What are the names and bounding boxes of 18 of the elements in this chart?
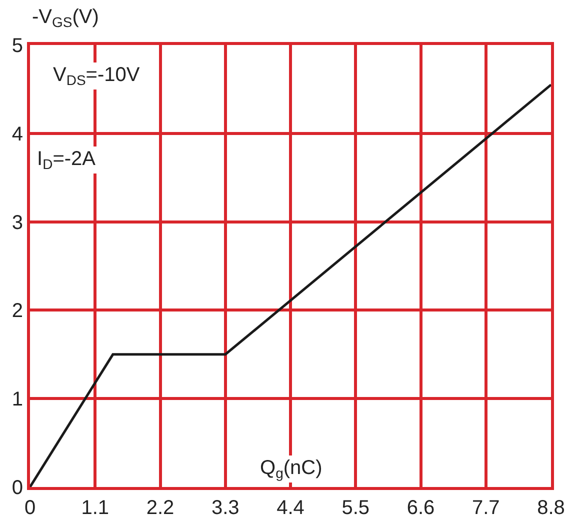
x-tick-label: 8.8	[537, 497, 565, 519]
y-tick-label: 1	[12, 388, 23, 411]
annotation: I$_{D}$=-2A	[37, 148, 96, 172]
y-tick-label: 3	[12, 212, 23, 234]
y-tick-label: 2	[12, 300, 23, 322]
x-tick-label: 7.7	[472, 497, 500, 519]
x-tick-label: 2.2	[146, 497, 174, 519]
y-axis-title: -V$_{GS}$(V)	[32, 6, 99, 30]
x-tick-label: 6.6	[406, 497, 435, 519]
y-tick-label: 0	[12, 477, 23, 499]
y-tick-label: 4	[12, 123, 23, 146]
x-tick-label: 4.4	[276, 497, 304, 519]
annotation: V$_{DS}$=-10V	[53, 64, 140, 88]
x-tick-label: 5.5	[342, 497, 370, 519]
x-tick-label: 1.1	[81, 497, 110, 519]
y-tick-label: 5	[12, 35, 23, 57]
x-tick-label: 3.3	[211, 497, 240, 519]
x-axis-title: Q$_{g}$(nC)	[260, 457, 322, 482]
